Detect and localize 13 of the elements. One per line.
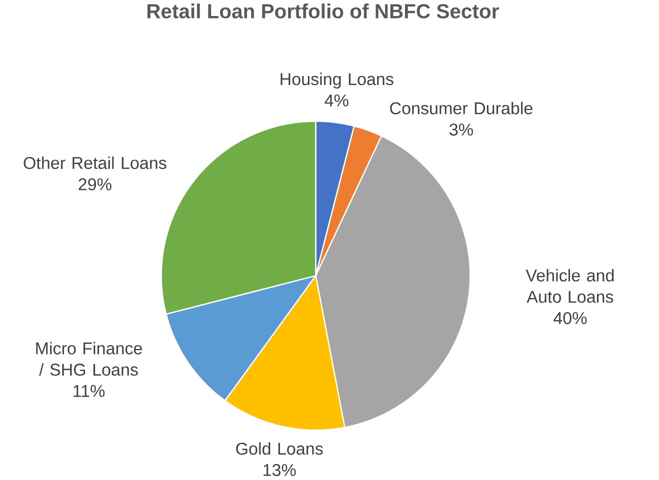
slice-label: Micro Finance / SHG Loans — [36, 342, 142, 376]
slice-label: Vehicle and Auto Loans — [526, 269, 614, 304]
slice-label: Housing Loans — [280, 72, 394, 89]
slice-label: Consumer Durable — [390, 102, 532, 115]
slice-label: Other Retail Loans — [24, 156, 166, 170]
chart-title: Retail Loan Portfolio of NBFC Sector — [147, 4, 499, 19]
data-label: 13% — [264, 464, 296, 476]
data-label: 29% — [78, 178, 112, 191]
data-label: 3% — [450, 124, 473, 136]
data-label: 4% — [324, 94, 348, 107]
data-label: 11% — [74, 385, 105, 398]
data-label: 40% — [554, 312, 587, 324]
slice-label: Gold Loans — [236, 442, 323, 455]
